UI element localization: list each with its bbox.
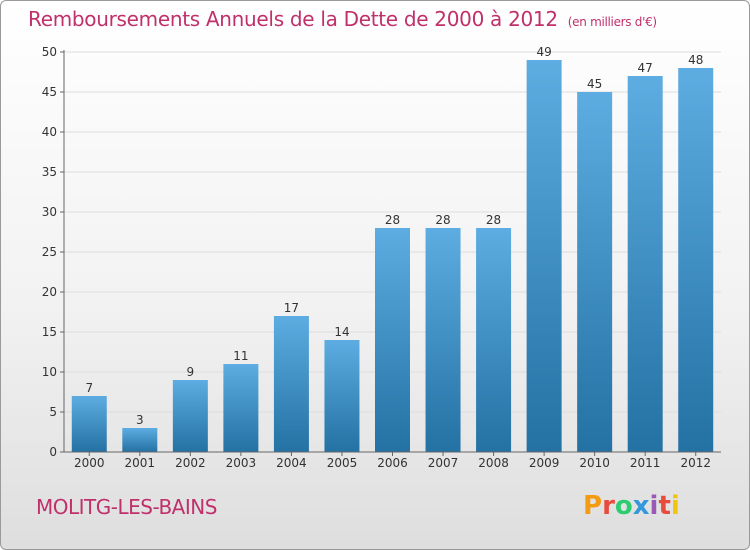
bar (273, 316, 309, 452)
bar (324, 340, 360, 452)
x-tick-label: 2006 (377, 456, 408, 470)
bars-layer (71, 60, 714, 452)
bar-value-label: 28 (435, 213, 450, 227)
bar (172, 380, 208, 452)
bar (425, 228, 461, 452)
labels-layer: 7 3 9 11 17 14 28 28 28 49 45 47 48 (85, 45, 703, 427)
logo-letter: t (658, 491, 671, 521)
x-tick-label: 2007 (428, 456, 459, 470)
proxiti-logo: Proxiti (583, 491, 680, 521)
bar (577, 92, 613, 452)
bar-value-label: 7 (85, 381, 93, 395)
bar (375, 228, 410, 452)
x-tick-label: 2002 (175, 456, 206, 470)
y-tick-label: 0 (49, 445, 57, 459)
logo-letter: x (632, 491, 650, 521)
bar-value-label: 45 (587, 77, 602, 91)
logo-letter: r (602, 491, 615, 521)
x-tick-label: 2004 (276, 456, 307, 470)
x-tick-label: 2009 (529, 456, 560, 470)
logo-letter: i (649, 491, 659, 521)
y-tick-label: 30 (42, 205, 57, 219)
logo-letter: P (583, 491, 603, 521)
bar (71, 396, 107, 452)
bar (223, 364, 259, 452)
bar-value-label: 11 (233, 349, 248, 363)
y-tick-label: 15 (42, 325, 57, 339)
bar (678, 68, 714, 452)
x-tick-label: 2012 (680, 456, 711, 470)
bar (627, 76, 663, 452)
commune-name: MOLITG-LES-BAINS (36, 495, 217, 519)
x-tick-label: 2001 (125, 456, 156, 470)
x-tick-label: 2000 (74, 456, 105, 470)
bar-value-label: 48 (688, 53, 703, 67)
bar-value-label: 28 (385, 213, 400, 227)
chart-title-text: Remboursements Annuels de la Dette de 20… (28, 7, 558, 31)
x-tick-label: 2010 (579, 456, 610, 470)
chart-title: Remboursements Annuels de la Dette de 20… (28, 7, 657, 31)
bar-value-label: 47 (638, 61, 653, 75)
y-tick-label: 10 (42, 365, 57, 379)
x-tick-label: 2008 (478, 456, 509, 470)
bar (122, 428, 158, 452)
x-tick-label: 2005 (327, 456, 358, 470)
bar (476, 228, 512, 452)
logo-letter: o (614, 491, 633, 521)
x-tick-label: 2011 (630, 456, 661, 470)
y-tick-label: 40 (42, 125, 57, 139)
bar-value-label: 9 (187, 365, 195, 379)
y-tick-label: 45 (42, 85, 57, 99)
bar-value-label: 28 (486, 213, 501, 227)
y-tick-label: 5 (49, 405, 57, 419)
bar-value-label: 49 (536, 45, 551, 59)
y-tick-label: 25 (42, 245, 57, 259)
bar (526, 60, 562, 452)
x-tick-label: 2003 (226, 456, 257, 470)
bar-value-label: 17 (284, 301, 299, 315)
y-tick-label: 50 (42, 45, 57, 59)
y-tick-label: 20 (42, 285, 57, 299)
bar-value-label: 3 (136, 413, 144, 427)
logo-letter: i (670, 491, 680, 521)
chart-subtitle: (en milliers d'€) (567, 15, 657, 29)
axis-layer: 0 5 10 15 20 25 30 35 40 45 50 2000 2001 2002 2003 2004… (42, 45, 721, 470)
y-tick-label: 35 (42, 165, 57, 179)
bar-value-label: 14 (334, 325, 349, 339)
